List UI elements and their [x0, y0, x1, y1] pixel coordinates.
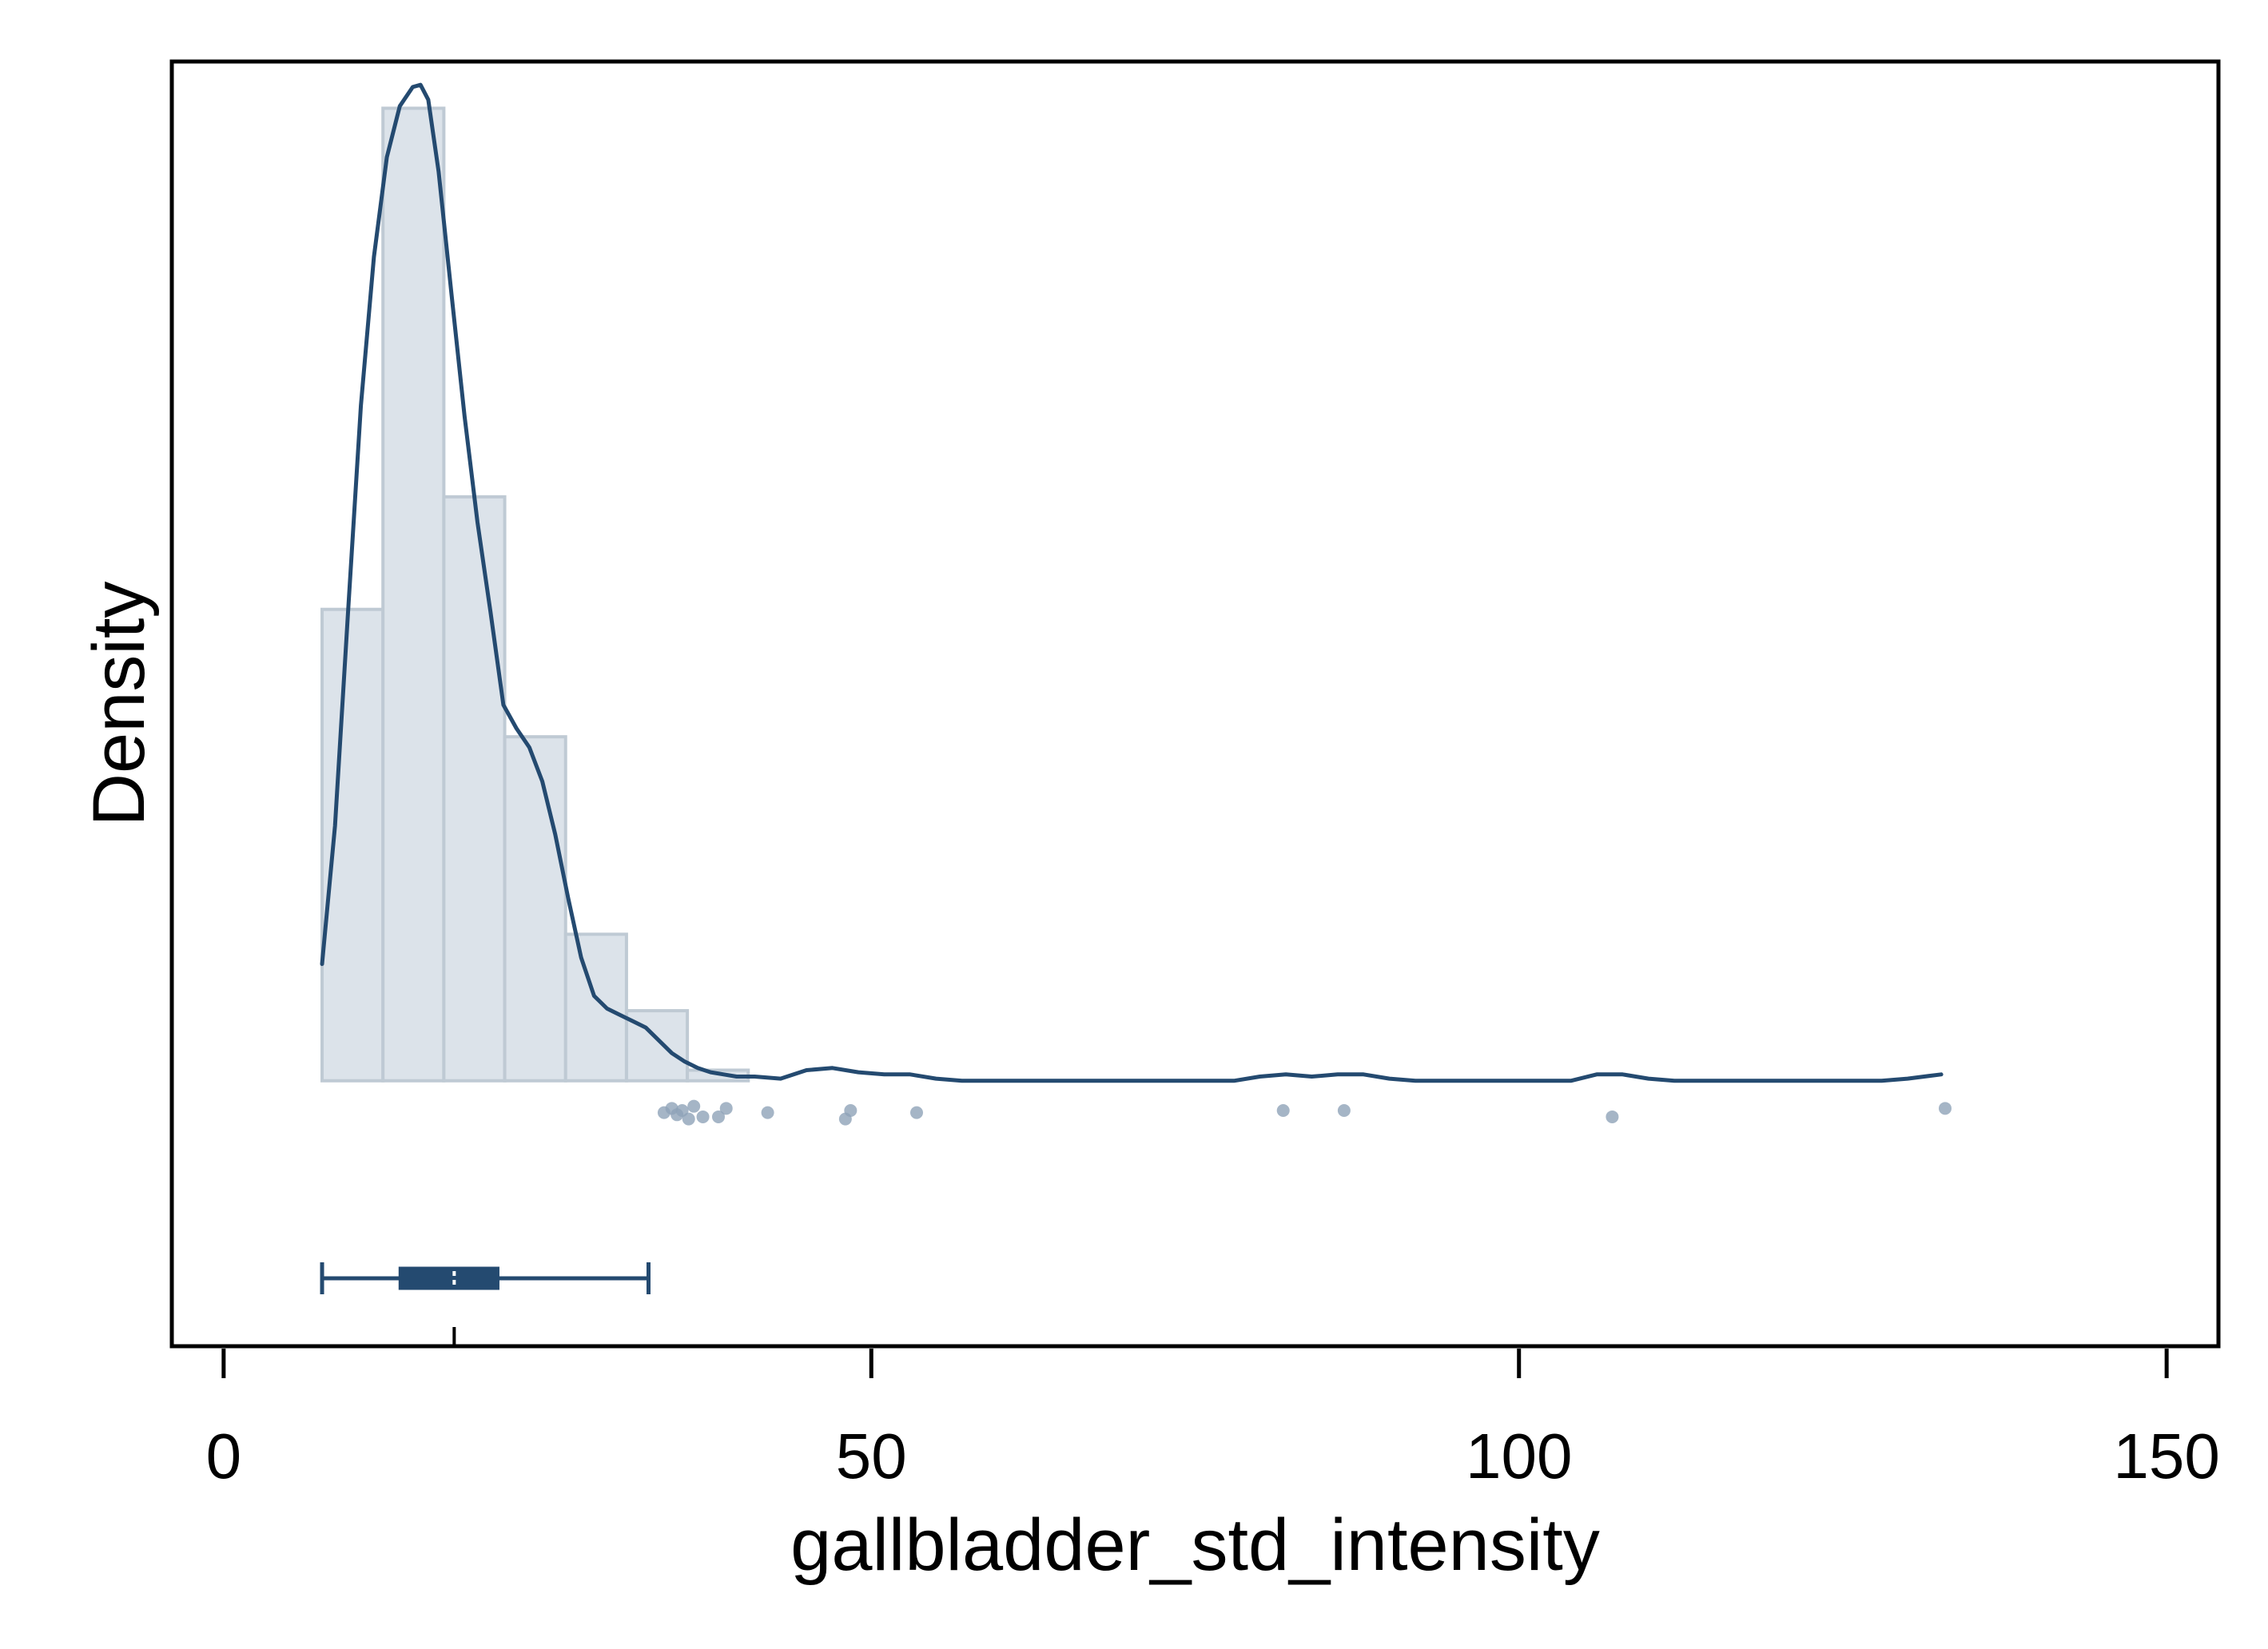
x-tick-label: 150	[2113, 1421, 2219, 1492]
outlier-point	[696, 1110, 710, 1123]
outlier-point	[719, 1102, 733, 1115]
outlier-point	[712, 1110, 726, 1123]
x-tick-label: 50	[836, 1421, 907, 1492]
outlier-point	[1276, 1103, 1290, 1117]
outlier-point	[682, 1112, 695, 1126]
outlier-point	[910, 1106, 924, 1119]
histogram-bars	[320, 106, 750, 1083]
histogram-bar	[563, 932, 628, 1083]
plot-frame	[169, 59, 2221, 1349]
outlier-point	[1938, 1102, 1952, 1115]
histogram-bar	[381, 106, 446, 1083]
outlier-points	[657, 1099, 1952, 1126]
outlier-point	[687, 1099, 701, 1113]
x-axis-title: gallbladder_std_intensity	[790, 1504, 1600, 1586]
outlier-point	[844, 1103, 857, 1117]
kde-line	[320, 82, 1944, 1083]
kde-curve-group	[320, 82, 1944, 1083]
outlier-point	[761, 1106, 774, 1119]
outlier-point	[1606, 1110, 1619, 1123]
boxplot-group	[320, 1262, 651, 1294]
box-iqr	[398, 1266, 499, 1290]
histogram-bar	[442, 495, 507, 1083]
x-tick-label: 100	[1466, 1421, 1572, 1492]
histogram-bar	[503, 735, 567, 1083]
y-axis-title: Density	[78, 582, 160, 827]
x-axis: 0 50 100 150	[206, 1327, 2220, 1492]
outlier-point	[1337, 1103, 1351, 1117]
x-tick-label: 0	[206, 1421, 242, 1492]
